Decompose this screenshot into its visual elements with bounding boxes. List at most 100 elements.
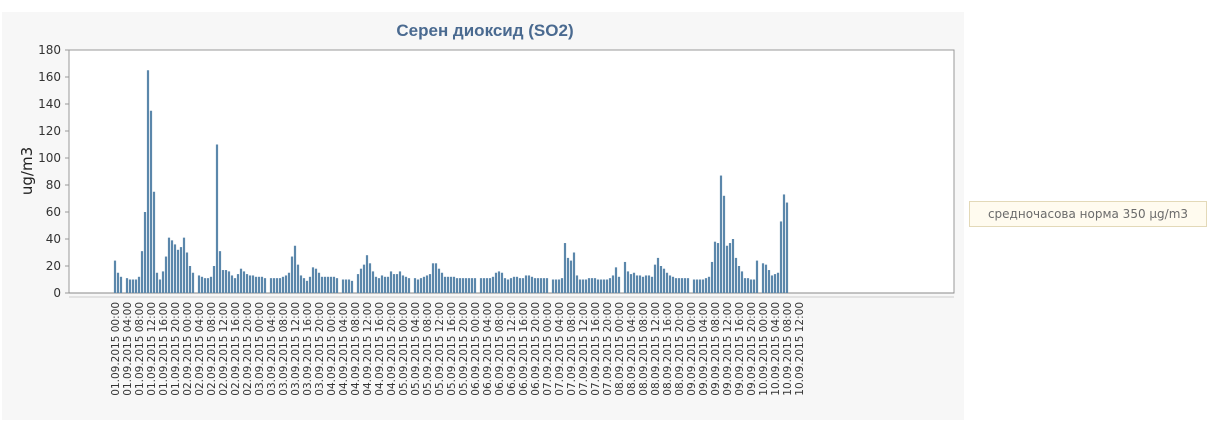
y-tick-label: 60: [46, 205, 61, 219]
x-tick-label: 07.09.2015 00:00: [542, 302, 554, 396]
bar: [470, 278, 474, 293]
x-tick-label: 01.09.2015 12:00: [146, 302, 158, 396]
bar: [161, 271, 165, 293]
bar: [185, 252, 189, 293]
bar: [734, 257, 738, 293]
bar: [686, 278, 690, 293]
bar: [344, 279, 348, 293]
bar: [485, 278, 489, 293]
bar: [380, 275, 384, 293]
y-tick-label: 160: [38, 70, 61, 84]
bar: [164, 256, 168, 293]
bar: [281, 276, 285, 293]
x-tick-label: 05.09.2015 20:00: [458, 302, 470, 396]
y-axis-ticks: 0 20 40 60 80 100 120 140 160 180: [38, 43, 69, 300]
bar: [533, 278, 537, 293]
bar: [671, 276, 675, 293]
x-tick-label: 01.09.2015 20:00: [170, 302, 182, 396]
bar: [212, 266, 216, 293]
x-tick-label: 01.09.2015 00:00: [110, 302, 122, 396]
bar: [578, 279, 582, 293]
y-tick-label: 100: [38, 151, 61, 165]
bar: [488, 278, 492, 293]
x-tick-label: 08.09.2015 04:00: [626, 302, 638, 396]
bar: [308, 276, 312, 293]
x-tick-label: 06.09.2015 04:00: [482, 302, 494, 396]
bar: [611, 275, 615, 293]
bar: [593, 278, 597, 293]
bar: [566, 257, 570, 293]
bar: [554, 279, 558, 293]
bar: [287, 272, 291, 293]
bar: [278, 278, 282, 293]
bar: [770, 275, 774, 293]
bar: [674, 278, 678, 293]
bar: [131, 279, 135, 293]
bar: [329, 276, 333, 293]
bar: [296, 264, 300, 293]
bar: [494, 272, 498, 293]
bar: [332, 276, 336, 293]
bar: [464, 278, 468, 293]
bar: [473, 278, 477, 293]
bar: [218, 251, 222, 293]
bar: [560, 278, 564, 293]
bar: [551, 279, 555, 293]
bar: [584, 279, 588, 293]
bar: [356, 274, 360, 293]
bar-series: [113, 70, 789, 293]
bar: [434, 263, 438, 293]
bar: [314, 268, 318, 293]
x-axis-ticks: 01.09.2015 00:00 01.09.2015 04:00 01.09.20…: [110, 302, 806, 396]
bar: [509, 278, 513, 293]
x-tick-label: 07.09.2015 16:00: [590, 302, 602, 396]
x-tick-label: 09.09.2015 12:00: [722, 302, 734, 396]
x-tick-label: 05.09.2015 16:00: [446, 302, 458, 396]
bar: [749, 279, 753, 293]
bar: [119, 276, 123, 293]
bar: [500, 272, 504, 293]
bar: [143, 212, 147, 293]
bar: [437, 268, 441, 293]
chart-panel: Серен диоксид (SO2) ug/m3 0 20 40 60 80 100 12…: [2, 12, 964, 420]
x-tick-label: 06.09.2015 20:00: [530, 302, 542, 396]
bar: [221, 270, 225, 293]
x-tick-label: 03.09.2015 16:00: [302, 302, 314, 396]
bar: [461, 278, 465, 293]
bar: [335, 278, 339, 293]
bar: [398, 271, 402, 293]
y-tick-label: 180: [38, 43, 61, 57]
x-tick-label: 07.09.2015 20:00: [602, 302, 614, 396]
bar: [668, 275, 672, 293]
bar: [767, 270, 771, 293]
bar: [656, 257, 660, 293]
bar: [497, 271, 501, 293]
bar: [419, 278, 423, 293]
bar: [746, 278, 750, 293]
bar: [728, 243, 732, 293]
bar: [557, 279, 561, 293]
bar: [743, 278, 747, 293]
bar: [491, 276, 495, 293]
bar: [440, 272, 444, 293]
bar: [683, 278, 687, 293]
x-tick-label: 05.09.2015 08:00: [422, 302, 434, 396]
x-tick-label: 01.09.2015 16:00: [158, 302, 170, 396]
bar: [134, 279, 138, 293]
bar: [752, 279, 756, 293]
bar: [200, 276, 204, 293]
bar: [368, 263, 372, 293]
bar: [179, 247, 183, 293]
bar: [680, 278, 684, 293]
x-tick-label: 02.09.2015 00:00: [182, 302, 194, 396]
bar: [773, 274, 777, 293]
bar: [581, 279, 585, 293]
bar: [347, 279, 351, 293]
bar: [608, 278, 612, 293]
bar: [707, 276, 711, 293]
bar: [422, 276, 426, 293]
bar: [155, 272, 159, 293]
x-tick-label: 09.09.2015 20:00: [746, 302, 758, 396]
bar: [413, 278, 417, 293]
bar: [665, 272, 669, 293]
